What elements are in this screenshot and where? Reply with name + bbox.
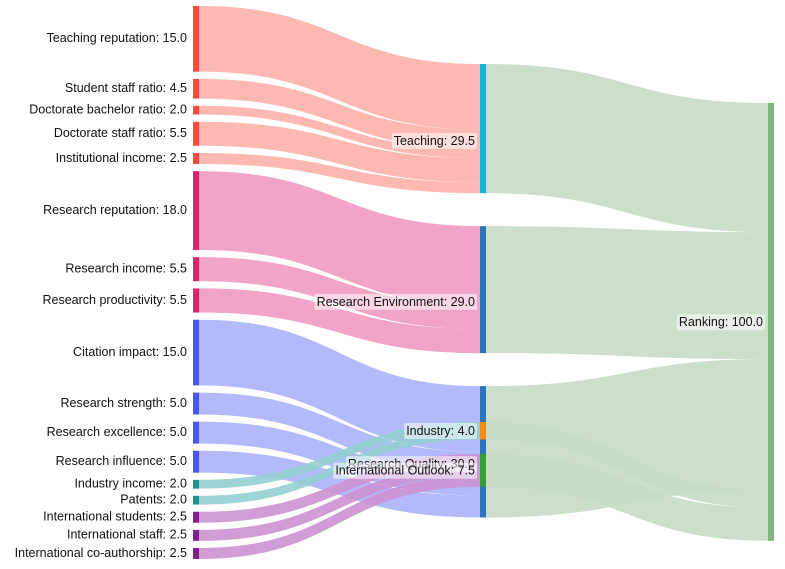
node-industry_income <box>193 479 199 489</box>
label-ranking: Ranking: 100.0 <box>679 315 763 329</box>
link-institutional_income-to-teaching <box>199 153 480 194</box>
label-industry_income: Industry income: 2.0 <box>74 477 187 491</box>
label-student_staff_ratio: Student staff ratio: 4.5 <box>65 81 187 95</box>
label-bg-international_outlook <box>333 462 478 479</box>
node-international_students <box>193 511 199 523</box>
label-research_strength: Research strength: 5.0 <box>61 396 188 410</box>
label-international_students: International students: 2.5 <box>43 510 187 524</box>
label-doctorate_staff_ratio: Doctorate staff ratio: 5.5 <box>54 126 187 140</box>
node-doctorate_bachelor_ratio <box>193 105 199 115</box>
link-international_coauthorship-to-international_outlook <box>199 475 480 559</box>
label-bg-industry <box>404 423 478 440</box>
node-teaching_reputation <box>193 6 199 72</box>
node-citation_impact <box>193 319 199 386</box>
node-student_staff_ratio <box>193 78 199 99</box>
node-research_quality <box>480 386 486 518</box>
link-international_outlook-to-ranking <box>486 454 768 541</box>
label-doctorate_bachelor_ratio: Doctorate bachelor ratio: 2.0 <box>29 102 187 116</box>
link-student_staff_ratio-to-teaching <box>199 78 480 150</box>
label-citation_impact: Citation impact: 15.0 <box>73 345 187 359</box>
link-industry-to-ranking <box>486 422 768 508</box>
node-teaching <box>480 64 486 194</box>
node-research_income <box>193 257 199 282</box>
node-research_excellence <box>193 421 199 444</box>
link-research_reputation-to-research_environment <box>199 171 480 305</box>
nodes-layer <box>193 6 774 559</box>
node-doctorate_staff_ratio <box>193 121 199 146</box>
node-research_influence <box>193 450 199 473</box>
link-research_strength-to-research_quality <box>199 392 480 474</box>
label-bg-ranking <box>676 314 766 331</box>
label-bg-teaching <box>391 132 478 149</box>
labels-layer: Teaching reputation: 15.0 Student staff r… <box>15 31 766 560</box>
link-teaching-to-ranking <box>486 64 768 233</box>
label-international_coauthorship: International co-authorship: 2.5 <box>15 546 187 560</box>
link-teaching_reputation-to-teaching <box>199 6 480 130</box>
label-research_income: Research income: 5.5 <box>65 261 187 275</box>
label-international_staff: International staff: 2.5 <box>67 528 187 542</box>
link-research_income-to-research_environment <box>199 257 480 330</box>
link-international_students-to-international_outlook <box>199 454 480 523</box>
node-patents <box>193 495 199 505</box>
label-research_productivity: Research productivity: 5.5 <box>42 293 187 307</box>
node-industry <box>480 422 486 440</box>
link-research_environment-to-ranking <box>486 226 768 360</box>
node-ranking <box>768 103 774 541</box>
label-research_reputation: Research reputation: 18.0 <box>43 203 187 217</box>
label-teaching_reputation: Teaching reputation: 15.0 <box>47 31 187 45</box>
label-patents: Patents: 2.0 <box>120 492 187 506</box>
label-bg-research_environment <box>314 293 478 310</box>
node-research_reputation <box>193 171 199 250</box>
node-research_productivity <box>193 288 199 313</box>
node-international_staff <box>193 529 199 541</box>
label-industry: Industry: 4.0 <box>406 424 475 438</box>
link-research_productivity-to-research_environment <box>199 288 480 354</box>
link-doctorate_staff_ratio-to-teaching <box>199 121 480 183</box>
label-teaching: Teaching: 29.5 <box>394 134 475 148</box>
link-citation_impact-to-research_quality <box>199 319 480 452</box>
label-institutional_income: Institutional income: 2.5 <box>56 151 187 165</box>
node-international_outlook <box>480 454 486 487</box>
node-research_environment <box>480 226 486 354</box>
label-research_environment: Research Environment: 29.0 <box>317 295 475 309</box>
node-research_strength <box>193 392 199 415</box>
link-international_staff-to-international_outlook <box>199 464 480 541</box>
label-research_influence: Research influence: 5.0 <box>56 454 187 468</box>
node-institutional_income <box>193 153 199 164</box>
node-international_coauthorship <box>193 548 199 559</box>
link-industry_income-to-industry <box>199 422 480 489</box>
label-international_outlook: International Outlook: 7.5 <box>335 464 475 478</box>
label-research_excellence: Research excellence: 5.0 <box>47 425 187 439</box>
